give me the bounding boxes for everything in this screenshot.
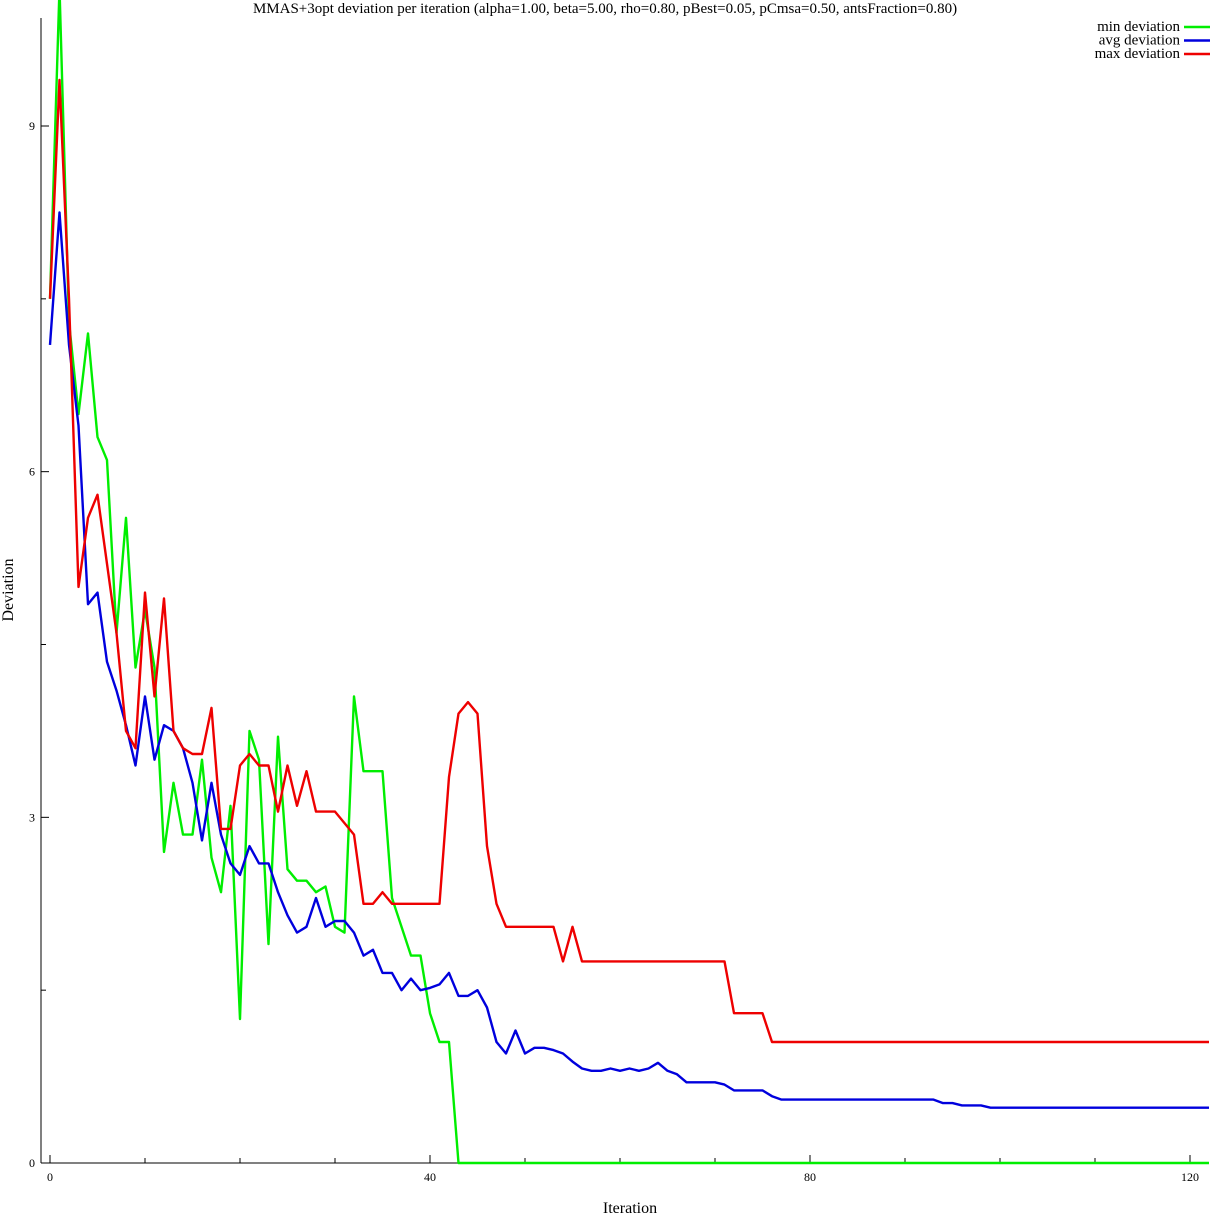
chart-title: MMAS+3opt deviation per iteration (alpha… [253, 1, 957, 17]
y-tick-label: 6 [29, 465, 35, 479]
legend-label-min-deviation: min deviation [1097, 19, 1180, 35]
legend-label-avg-deviation: avg deviation [1099, 33, 1181, 49]
y-axis-label: Deviation [0, 558, 17, 621]
x-axis: 0 40 80 120 [41, 1155, 1208, 1184]
x-tick-label: 0 [47, 1170, 53, 1184]
legend-label-max-deviation: max deviation [1095, 46, 1181, 62]
x-tick-label: 40 [424, 1170, 436, 1184]
y-axis: 0 3 6 9 [29, 18, 49, 1170]
x-tick-label: 80 [804, 1170, 816, 1184]
y-tick-label: 3 [29, 810, 35, 824]
y-tick-label: 0 [29, 1156, 35, 1170]
series-lines [48, 0, 1209, 1165]
series-line-min-deviation [48, 0, 1209, 1165]
x-axis-label: Iteration [603, 1200, 657, 1217]
x-tick-label: 120 [1181, 1170, 1199, 1184]
y-tick-label: 9 [29, 119, 35, 133]
series-line-max-deviation [48, 78, 1209, 1044]
series-line-avg-deviation [48, 211, 1209, 1109]
